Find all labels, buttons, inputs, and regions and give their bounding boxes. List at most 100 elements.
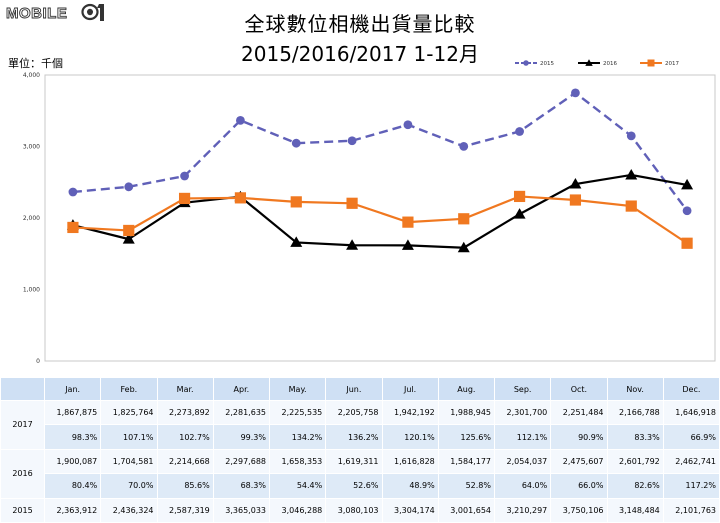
data-point [124, 182, 134, 192]
data-point [625, 200, 637, 212]
value-cell: 2,225,535 [268, 399, 327, 426]
data-point [290, 196, 302, 208]
data-point [178, 192, 191, 205]
table-row: 98.3% 107.1% 102.7% 99.3% 134.2% 136.2% 120.1%… [1, 424, 720, 450]
series-2015 [68, 88, 692, 216]
value-cell: 2,166,788 [606, 399, 664, 426]
series-2017 [67, 190, 693, 249]
data-point [682, 206, 692, 216]
percent-cell: 52.8% [437, 473, 496, 499]
value-cell: 1,646,918 [662, 399, 720, 426]
data-point [290, 236, 303, 247]
percent-cell: 80.4% [43, 473, 102, 499]
unit-label: 單位：千個 [8, 57, 63, 70]
plot-area [44, 74, 716, 362]
data-point [513, 208, 526, 219]
value-cell: 2,601,792 [606, 448, 664, 475]
series-layer [66, 88, 694, 253]
data-point [571, 88, 580, 98]
value-cell: 2,301,700 [493, 399, 552, 426]
value-cell: 3,080,103 [325, 497, 383, 523]
percent-cell: 66.0% [550, 473, 608, 499]
value-cell: 1,988,945 [437, 399, 496, 426]
data-point [459, 141, 469, 151]
percent-cell: 48.9% [381, 473, 439, 499]
y-tick-label: 1,000 [23, 287, 40, 294]
table-corner-cell [0, 377, 45, 401]
percent-cell: 112.1% [493, 424, 552, 450]
value-cell: 2,101,763 [662, 497, 720, 523]
value-cell: 2,054,037 [493, 448, 552, 475]
month-header: Feb. [100, 377, 158, 401]
percent-cell: 66.9% [662, 424, 720, 450]
data-point [401, 239, 414, 250]
percent-cell: 64.0% [493, 473, 552, 499]
percent-cell: 125.6% [437, 424, 496, 450]
legend-label: 2017 [665, 61, 679, 67]
value-cell: 1,704,581 [100, 448, 158, 475]
data-point [569, 194, 582, 206]
month-header: May. [268, 377, 327, 401]
legend-item-2017: 2017 [640, 59, 679, 67]
table-body: 2017 1,867,875 1,825,764 2,273,892 2,281,635… [0, 399, 720, 523]
data-point [681, 178, 694, 190]
percent-cell: 107.1% [100, 424, 158, 450]
legend-label: 2015 [540, 61, 554, 67]
year-cell: 2017 [0, 400, 45, 450]
value-cell: 1,825,764 [100, 399, 158, 426]
data-table: Jan. Feb. Mar. Apr. May. Jun. Jul. Aug. Sep. Oct.… [0, 377, 720, 523]
percent-cell: 134.2% [268, 424, 327, 450]
value-cell: 3,365,033 [212, 497, 271, 523]
y-tick-label: 3,000 [23, 144, 40, 151]
series-line-2016 [72, 173, 688, 249]
month-header: Jun. [325, 377, 383, 401]
data-point [515, 127, 524, 136]
data-point [180, 171, 189, 181]
table-row: 2017 1,867,875 1,825,764 2,273,892 2,281,635… [0, 399, 720, 450]
value-cell: 1,619,311 [325, 448, 383, 475]
data-point [458, 213, 470, 225]
value-cell: 2,297,688 [212, 448, 271, 475]
data-point [346, 197, 358, 209]
value-cell: 2,436,324 [100, 497, 158, 523]
month-header: Oct. [550, 377, 608, 401]
value-cell: 3,046,288 [268, 497, 327, 523]
percent-cell: 83.3% [606, 424, 664, 450]
data-point [346, 239, 359, 250]
value-cell: 1,867,875 [43, 399, 102, 426]
data-point [291, 138, 301, 148]
month-header: Aug. [437, 377, 496, 401]
data-point [236, 116, 245, 125]
series-line-2017 [72, 195, 688, 245]
data-point [585, 59, 593, 66]
percent-cell: 90.9% [550, 424, 608, 450]
value-cell: 2,363,912 [43, 497, 102, 523]
value-cell: 3,148,484 [606, 497, 664, 523]
percent-cell: 102.7% [156, 424, 214, 450]
year-cell: 2016 [0, 448, 45, 499]
value-cell: 1,942,192 [381, 399, 439, 426]
chart-subtitle: 2015/2016/2017 1-12月 [241, 42, 479, 66]
percent-cell: 117.2% [662, 473, 720, 499]
y-axis-ticks: 0 1,000 2,000 3,000 4,000 [23, 72, 40, 365]
data-point [681, 237, 693, 249]
data-point [123, 224, 135, 237]
data-point [457, 241, 470, 253]
percent-cell: 98.3% [43, 424, 102, 450]
value-cell: 2,251,484 [550, 399, 608, 426]
legend: 2015 2016 2017 [515, 59, 679, 67]
month-header: Sep. [493, 377, 552, 401]
table-row: 2016 1,900,087 1,704,581 2,214,668 2,297,688… [0, 448, 720, 499]
percent-cell: 68.3% [212, 473, 271, 499]
value-cell: 2,273,892 [156, 399, 214, 426]
month-header: Mar. [156, 377, 214, 401]
data-point [68, 187, 78, 197]
svg-text:MOBILE: MOBILE [6, 5, 67, 22]
percent-cell: 120.1% [381, 424, 439, 450]
month-header: Apr. [212, 377, 271, 401]
value-cell: 3,304,174 [381, 497, 439, 523]
month-header: Jul. [381, 377, 439, 401]
data-point [626, 131, 636, 141]
y-tick-label: 4,000 [23, 72, 40, 79]
percent-cell: 54.4% [268, 473, 327, 499]
